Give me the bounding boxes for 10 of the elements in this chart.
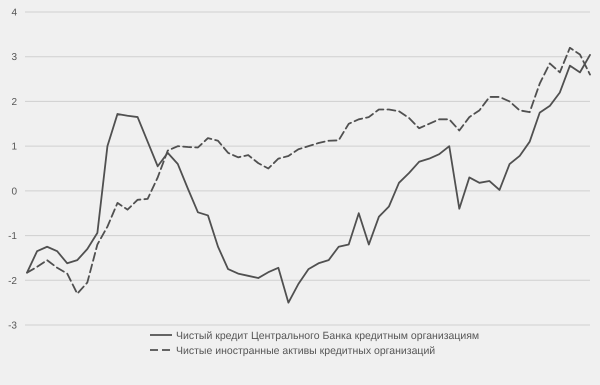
y-tick-label: -1 [8, 231, 18, 242]
y-tick-label: 0 [11, 186, 18, 198]
y-tick-label: 2 [11, 96, 18, 108]
y-tick-label: 3 [11, 52, 18, 64]
y-tick-label: -3 [8, 320, 18, 332]
y-tick-label: 1 [11, 142, 18, 153]
legend-label: Чистые иностранные активы кредитных организаций [176, 345, 436, 357]
y-tick-label: -2 [8, 276, 18, 287]
legend-label: Чистый кредит Центрального Банка кредитным организациям [176, 330, 480, 342]
y-tick-label: 4 [11, 8, 18, 18]
